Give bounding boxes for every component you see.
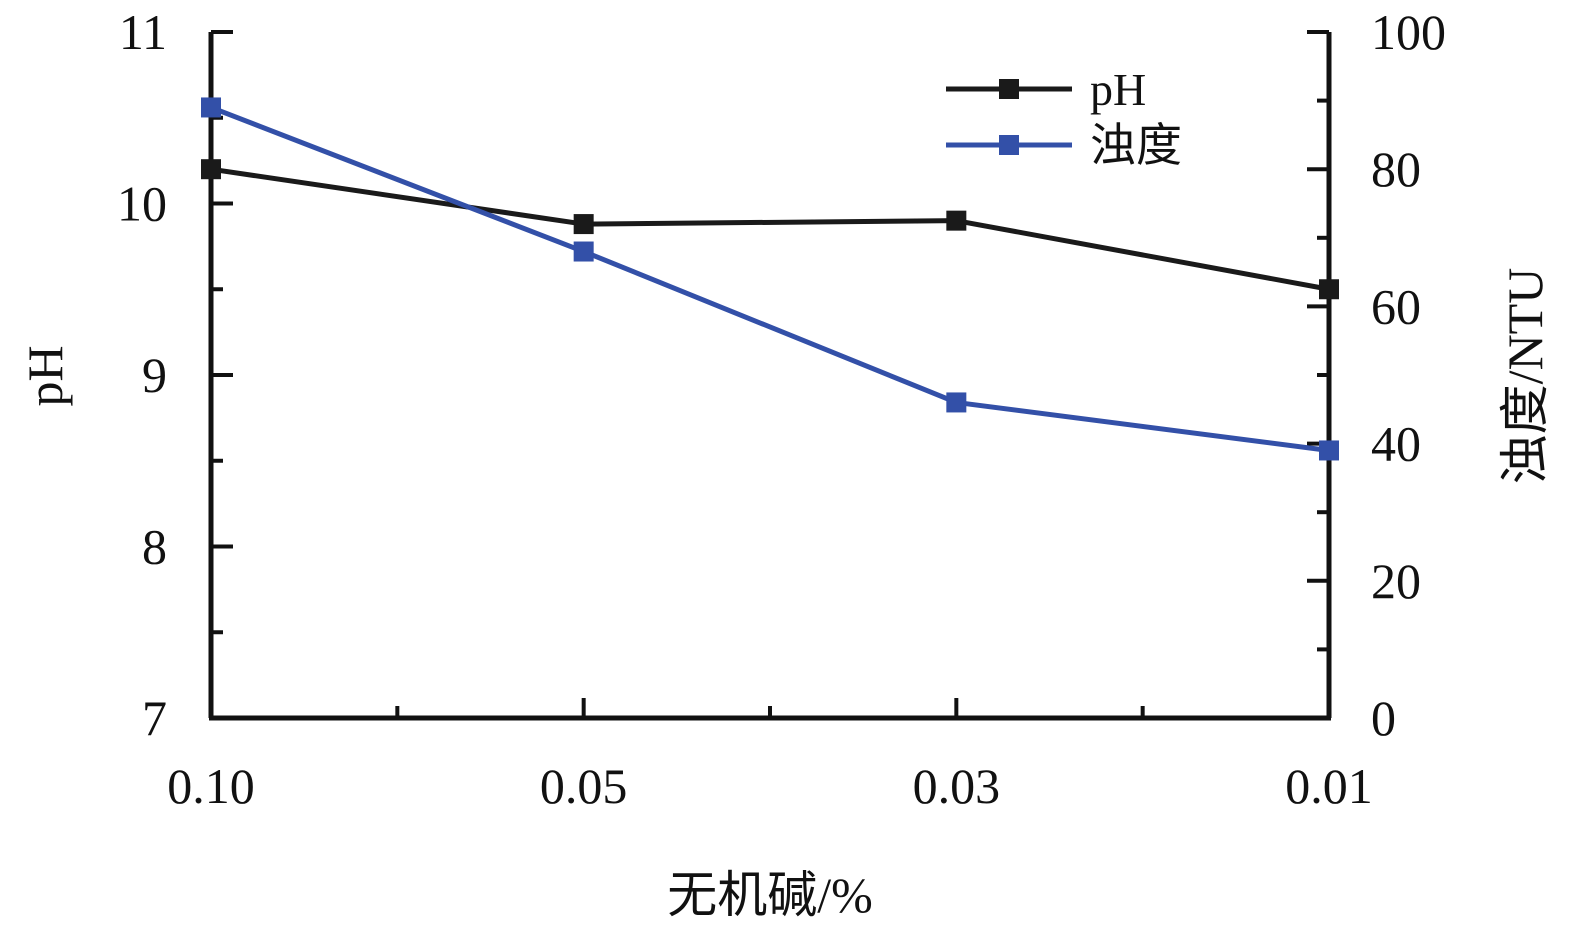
series-0-point [1319,279,1339,300]
right-axis-title: 浊度/NTU [1497,268,1553,485]
right-tick-label: 100 [1371,4,1446,60]
left-tick-label: 7 [142,690,167,746]
left-tick-label: 8 [142,519,167,575]
legend-marker-0 [999,79,1019,99]
right-tick-label: 0 [1371,690,1396,746]
right-tick-label: 60 [1371,278,1421,334]
legend-label-0: pH [1090,64,1146,115]
legend-label-1: 浊度 [1090,120,1182,171]
x-tick-label: 0.01 [1285,758,1373,814]
series-layer [201,97,1339,461]
series-1-point [573,241,594,262]
series-0-point [201,159,221,180]
left-tick-label: 11 [119,4,167,60]
series-1-point [201,97,221,118]
series-line-1 [210,105,1330,453]
right-tick-label: 80 [1371,141,1421,197]
left-tick-label: 10 [117,176,167,232]
left-axis-ticks: 7 8 9 10 11 [117,4,233,746]
right-axis-ticks: 0 20 40 60 80 100 [1307,4,1446,746]
x-tick-label: 0.10 [167,758,255,814]
series-line-0 [210,166,1330,292]
series-0-point [946,210,967,231]
series-1-point [946,392,967,413]
series-1-point [1319,440,1339,461]
left-axis-title: pH [17,345,73,406]
x-axis-title: 无机碱/% [667,867,873,923]
left-tick-label: 9 [142,347,167,403]
x-axis-ticks: 0.10 0.05 0.03 0.01 [167,698,1373,814]
x-tick-label: 0.05 [540,758,628,814]
x-tick-label: 0.03 [913,758,1001,814]
series-0-point [573,214,594,235]
right-tick-label: 20 [1371,553,1421,609]
right-tick-label: 40 [1371,416,1421,472]
legend-marker-1 [999,135,1019,155]
